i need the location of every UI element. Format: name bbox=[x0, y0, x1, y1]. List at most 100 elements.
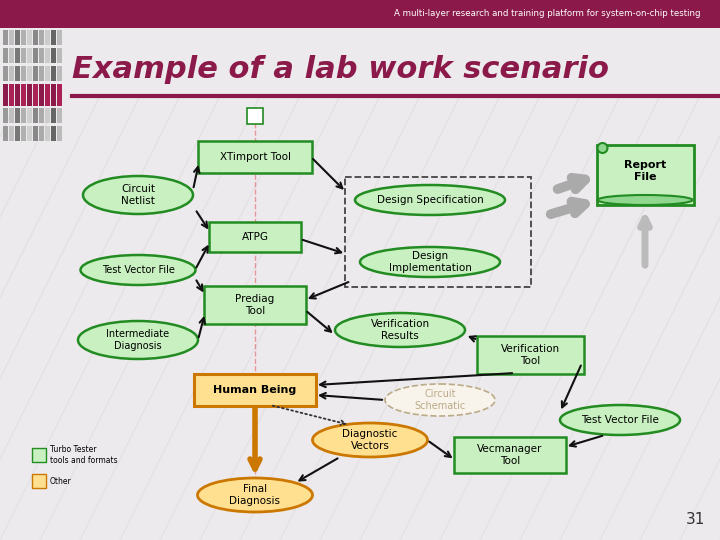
Text: Test Vector File: Test Vector File bbox=[102, 265, 174, 275]
FancyBboxPatch shape bbox=[9, 30, 14, 45]
FancyBboxPatch shape bbox=[45, 48, 50, 63]
FancyBboxPatch shape bbox=[3, 48, 8, 63]
FancyBboxPatch shape bbox=[57, 84, 62, 106]
Text: Example of a lab work scenario: Example of a lab work scenario bbox=[72, 56, 609, 84]
FancyBboxPatch shape bbox=[3, 126, 8, 141]
FancyBboxPatch shape bbox=[9, 84, 14, 106]
FancyBboxPatch shape bbox=[45, 126, 50, 141]
FancyBboxPatch shape bbox=[33, 126, 38, 141]
FancyBboxPatch shape bbox=[596, 145, 693, 205]
FancyBboxPatch shape bbox=[9, 126, 14, 141]
FancyBboxPatch shape bbox=[9, 108, 14, 123]
FancyBboxPatch shape bbox=[57, 30, 62, 45]
Ellipse shape bbox=[197, 478, 312, 512]
FancyBboxPatch shape bbox=[39, 108, 44, 123]
Ellipse shape bbox=[81, 255, 196, 285]
FancyBboxPatch shape bbox=[3, 30, 8, 45]
FancyBboxPatch shape bbox=[51, 108, 56, 123]
FancyBboxPatch shape bbox=[51, 66, 56, 81]
Text: Intermediate
Diagnosis: Intermediate Diagnosis bbox=[107, 329, 170, 351]
FancyBboxPatch shape bbox=[32, 474, 46, 488]
FancyBboxPatch shape bbox=[27, 66, 32, 81]
Ellipse shape bbox=[335, 313, 465, 347]
Ellipse shape bbox=[83, 176, 193, 214]
Text: Circuit
Schematic: Circuit Schematic bbox=[415, 389, 466, 411]
FancyBboxPatch shape bbox=[15, 66, 20, 81]
FancyBboxPatch shape bbox=[21, 108, 26, 123]
Text: Other: Other bbox=[50, 476, 72, 485]
Text: Design
Implementation: Design Implementation bbox=[389, 251, 472, 273]
Text: XTimport Tool: XTimport Tool bbox=[220, 152, 290, 162]
FancyBboxPatch shape bbox=[57, 66, 62, 81]
FancyBboxPatch shape bbox=[39, 48, 44, 63]
FancyBboxPatch shape bbox=[33, 30, 38, 45]
Text: Human Being: Human Being bbox=[213, 385, 297, 395]
FancyBboxPatch shape bbox=[3, 66, 8, 81]
Text: A multi-layer research and training platform for system-on-chip testing: A multi-layer research and training plat… bbox=[394, 10, 700, 18]
Ellipse shape bbox=[312, 423, 428, 457]
Text: Diagnostic
Vectors: Diagnostic Vectors bbox=[342, 429, 397, 451]
Text: Test Vector File: Test Vector File bbox=[581, 415, 659, 425]
FancyBboxPatch shape bbox=[51, 30, 56, 45]
FancyBboxPatch shape bbox=[15, 84, 20, 106]
FancyBboxPatch shape bbox=[21, 48, 26, 63]
FancyBboxPatch shape bbox=[33, 84, 38, 106]
FancyBboxPatch shape bbox=[477, 336, 583, 374]
FancyBboxPatch shape bbox=[247, 108, 263, 124]
FancyBboxPatch shape bbox=[39, 30, 44, 45]
FancyBboxPatch shape bbox=[21, 126, 26, 141]
Text: Turbo Tester
tools and formats: Turbo Tester tools and formats bbox=[50, 446, 117, 465]
Text: Report
File: Report File bbox=[624, 160, 666, 182]
Ellipse shape bbox=[560, 405, 680, 435]
FancyBboxPatch shape bbox=[204, 286, 306, 324]
Text: Prediag
Tool: Prediag Tool bbox=[235, 294, 274, 316]
FancyBboxPatch shape bbox=[33, 66, 38, 81]
FancyBboxPatch shape bbox=[27, 84, 32, 106]
FancyBboxPatch shape bbox=[21, 84, 26, 106]
Text: Verification
Results: Verification Results bbox=[370, 319, 430, 341]
Text: Verification
Tool: Verification Tool bbox=[500, 344, 559, 366]
FancyBboxPatch shape bbox=[32, 448, 46, 462]
Text: Final
Diagnosis: Final Diagnosis bbox=[230, 484, 281, 506]
FancyBboxPatch shape bbox=[45, 84, 50, 106]
FancyBboxPatch shape bbox=[27, 108, 32, 123]
FancyBboxPatch shape bbox=[39, 66, 44, 81]
FancyBboxPatch shape bbox=[57, 126, 62, 141]
FancyBboxPatch shape bbox=[45, 108, 50, 123]
FancyBboxPatch shape bbox=[39, 84, 44, 106]
FancyBboxPatch shape bbox=[51, 84, 56, 106]
FancyBboxPatch shape bbox=[33, 48, 38, 63]
FancyBboxPatch shape bbox=[15, 48, 20, 63]
FancyBboxPatch shape bbox=[57, 48, 62, 63]
FancyBboxPatch shape bbox=[198, 141, 312, 173]
FancyBboxPatch shape bbox=[21, 30, 26, 45]
Text: 31: 31 bbox=[685, 512, 705, 527]
FancyBboxPatch shape bbox=[27, 126, 32, 141]
Text: ATPG: ATPG bbox=[241, 232, 269, 242]
FancyBboxPatch shape bbox=[9, 48, 14, 63]
FancyBboxPatch shape bbox=[51, 48, 56, 63]
FancyBboxPatch shape bbox=[57, 108, 62, 123]
FancyBboxPatch shape bbox=[27, 48, 32, 63]
FancyBboxPatch shape bbox=[33, 108, 38, 123]
FancyBboxPatch shape bbox=[15, 108, 20, 123]
FancyBboxPatch shape bbox=[209, 222, 301, 252]
FancyBboxPatch shape bbox=[0, 0, 720, 28]
FancyBboxPatch shape bbox=[9, 66, 14, 81]
FancyBboxPatch shape bbox=[21, 66, 26, 81]
Ellipse shape bbox=[598, 143, 608, 153]
FancyBboxPatch shape bbox=[454, 437, 566, 473]
Ellipse shape bbox=[78, 321, 198, 359]
Ellipse shape bbox=[355, 185, 505, 215]
Ellipse shape bbox=[385, 384, 495, 416]
FancyBboxPatch shape bbox=[15, 126, 20, 141]
FancyBboxPatch shape bbox=[45, 30, 50, 45]
Ellipse shape bbox=[598, 195, 693, 205]
FancyBboxPatch shape bbox=[51, 126, 56, 141]
FancyBboxPatch shape bbox=[3, 84, 8, 106]
FancyBboxPatch shape bbox=[27, 30, 32, 45]
Text: Circuit
Netlist: Circuit Netlist bbox=[121, 184, 155, 206]
FancyBboxPatch shape bbox=[194, 374, 316, 406]
Ellipse shape bbox=[360, 247, 500, 277]
FancyBboxPatch shape bbox=[45, 66, 50, 81]
